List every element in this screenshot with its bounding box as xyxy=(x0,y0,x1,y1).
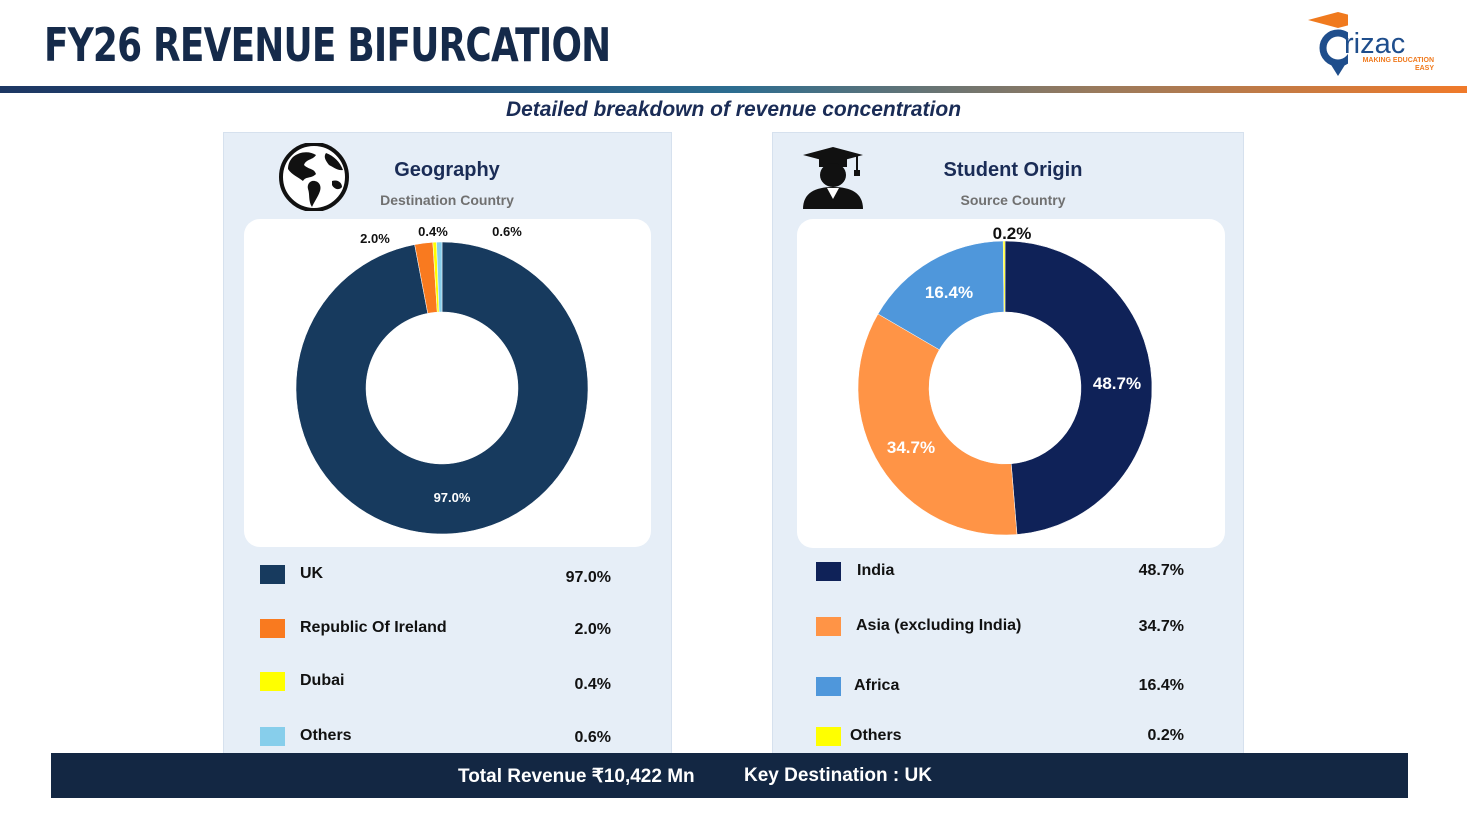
student-origin-legend-swatch xyxy=(816,562,841,581)
student-origin-legend-item-india: India 48.7% xyxy=(773,562,1245,584)
geography-legend-item-uk: UK 97.0% xyxy=(224,565,673,587)
geography-legend-item-republic-of-ireland: Republic Of Ireland 2.0% xyxy=(224,619,673,641)
geography-legend-value: 0.6% xyxy=(574,729,611,746)
header-divider xyxy=(0,86,1467,93)
globe-icon xyxy=(279,143,349,211)
geography-legend-swatch xyxy=(260,672,285,691)
geography-subtitle: Destination Country xyxy=(380,192,514,208)
student-origin-slice-asia-excluding-india xyxy=(857,313,1018,536)
student-origin-legend-value: 0.2% xyxy=(1147,727,1184,744)
geography-legend-swatch xyxy=(260,565,285,584)
crizac-logo: rizac MAKING EDUCATION EASY xyxy=(1304,8,1444,80)
student-origin-legend-label: Africa xyxy=(854,677,900,694)
logo-tagline: MAKING EDUCATION EASY xyxy=(1362,57,1434,72)
student-origin-subtitle: Source Country xyxy=(960,192,1066,208)
geography-legend-value: 2.0% xyxy=(574,621,611,638)
student-origin-legend-label: Asia (excluding India) xyxy=(856,617,1022,634)
student-origin-slice-india xyxy=(1004,240,1153,535)
logo-wordmark: rizac xyxy=(1344,28,1406,60)
geography-legend-label: UK xyxy=(300,565,324,582)
geography-legend-label: Others xyxy=(300,727,352,744)
student-origin-slice-others xyxy=(1002,240,1006,313)
student-origin-label-others: 0.2% xyxy=(993,224,1032,243)
geography-legend-value: 97.0% xyxy=(565,569,611,586)
student-origin-label-india: 48.7% xyxy=(1093,374,1141,393)
page-title: FY26 REVENUE BIFURCATION xyxy=(44,18,611,72)
student-origin-legend-value: 34.7% xyxy=(1138,618,1184,635)
footer-bar: Total Revenue ₹10,422 Mn Key Destination… xyxy=(51,753,1408,798)
geography-legend-item-dubai: Dubai 0.4% xyxy=(224,672,673,694)
geography-chart-area: 97.0% 2.0% 0.4% 0.6% xyxy=(244,219,651,547)
geography-legend-swatch xyxy=(260,727,285,746)
geography-slice-uk xyxy=(295,241,589,535)
geography-legend-item-others: Others 0.6% xyxy=(224,727,673,749)
student-origin-panel: Student Origin Source Country 48.7% 34.7%… xyxy=(772,132,1244,754)
geography-panel: Geography Destination Country 97.0% 2.0% 0… xyxy=(223,132,672,754)
student-origin-title: Student Origin xyxy=(943,159,1083,181)
page-subtitle: Detailed breakdown of revenue concentrat… xyxy=(505,98,962,121)
key-destination: Key Destination : UK xyxy=(744,765,932,786)
student-origin-label-africa: 16.4% xyxy=(925,283,973,302)
geography-legend-swatch xyxy=(260,619,285,638)
student-origin-legend-item-asia-excluding-india: Asia (excluding India) 34.7% xyxy=(773,617,1245,639)
geography-legend-label: Republic Of Ireland xyxy=(300,619,447,636)
geography-legend-value: 0.4% xyxy=(574,676,611,693)
student-origin-legend-swatch xyxy=(816,617,841,636)
student-origin-legend-label: Others xyxy=(850,727,902,744)
geography-donut-chart: 97.0% 2.0% 0.4% 0.6% xyxy=(295,224,589,535)
student-origin-legend-value: 16.4% xyxy=(1138,677,1184,694)
student-origin-label-asia-excluding-india: 34.7% xyxy=(887,438,935,457)
geography-label-dubai: 0.4% xyxy=(418,224,448,239)
geography-legend-label: Dubai xyxy=(300,672,345,689)
student-origin-legend-swatch xyxy=(816,677,841,696)
geography-label-others: 0.6% xyxy=(492,224,522,239)
student-origin-donut-chart: 48.7% 34.7% 16.4% 0.2% xyxy=(857,224,1153,536)
student-origin-chart-area: 48.7% 34.7% 16.4% 0.2% xyxy=(797,219,1225,548)
student-origin-legend-item-others: Others 0.2% xyxy=(773,727,1245,749)
geography-slice-others xyxy=(436,241,443,313)
geography-label-republic-of-ireland: 2.0% xyxy=(360,231,390,246)
graduate-icon xyxy=(803,147,863,209)
geography-title: Geography xyxy=(394,159,500,181)
geography-label-uk: 97.0% xyxy=(434,490,471,505)
student-origin-legend-item-africa: Africa 16.4% xyxy=(773,677,1245,699)
student-origin-legend-value: 48.7% xyxy=(1138,562,1184,579)
total-revenue: Total Revenue ₹10,422 Mn xyxy=(458,766,695,787)
student-origin-legend-swatch xyxy=(816,727,841,746)
logo-mark-icon xyxy=(1308,12,1368,76)
student-origin-legend-label: India xyxy=(857,562,895,579)
